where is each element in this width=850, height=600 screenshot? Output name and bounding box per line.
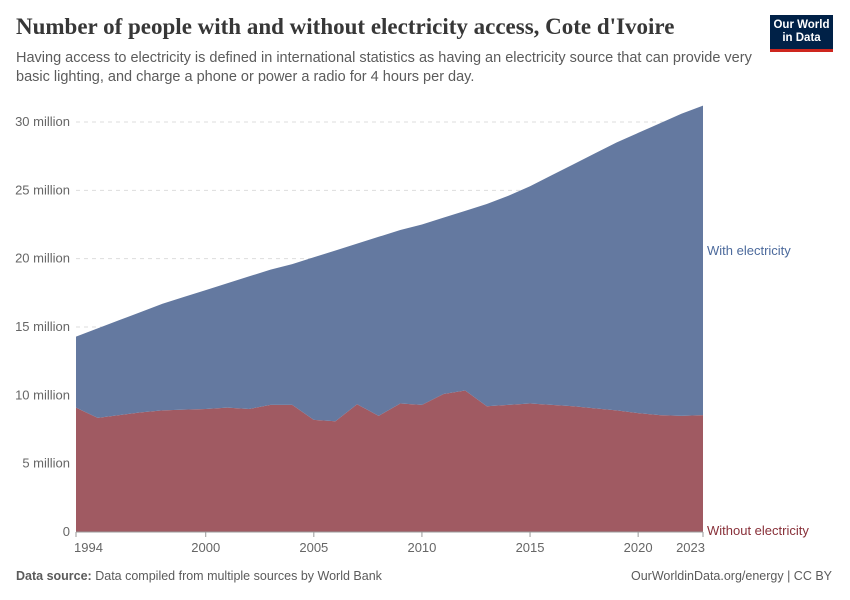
x-tick-label: 2000 — [191, 540, 220, 555]
source-text: Data compiled from multiple sources by W… — [95, 569, 382, 583]
area-without-electricity — [76, 390, 703, 532]
owid-logo[interactable]: Our World in Data — [770, 15, 833, 52]
credit-link[interactable]: OurWorldinData.org/energy | CC BY — [630, 569, 832, 583]
area-with-electricity — [76, 105, 703, 422]
legend-label: Without electricity — [707, 523, 809, 538]
x-tick-label: 2023 — [676, 540, 705, 555]
y-tick-label: 10 million — [15, 387, 70, 402]
chart-title: Number of people with and without electr… — [16, 14, 675, 39]
y-tick-label: 0 — [63, 524, 70, 539]
chart-subtitle: Having access to electricity is defined … — [16, 50, 752, 85]
x-tick-label: 2015 — [516, 540, 545, 555]
legend-label: With electricity — [707, 243, 791, 258]
x-tick-label: 2005 — [299, 540, 328, 555]
source-label: Data source: — [16, 569, 92, 583]
y-tick-label: 25 million — [15, 182, 70, 197]
x-tick-label: 2020 — [624, 540, 653, 555]
x-tick-label: 2010 — [407, 540, 436, 555]
y-tick-label: 15 million — [15, 319, 70, 334]
y-tick-label: 5 million — [22, 456, 70, 471]
y-tick-label: 30 million — [15, 114, 70, 129]
x-tick-label: 1994 — [74, 540, 103, 555]
y-tick-label: 20 million — [15, 251, 70, 266]
data-source: Data source: Data compiled from multiple… — [16, 569, 382, 583]
